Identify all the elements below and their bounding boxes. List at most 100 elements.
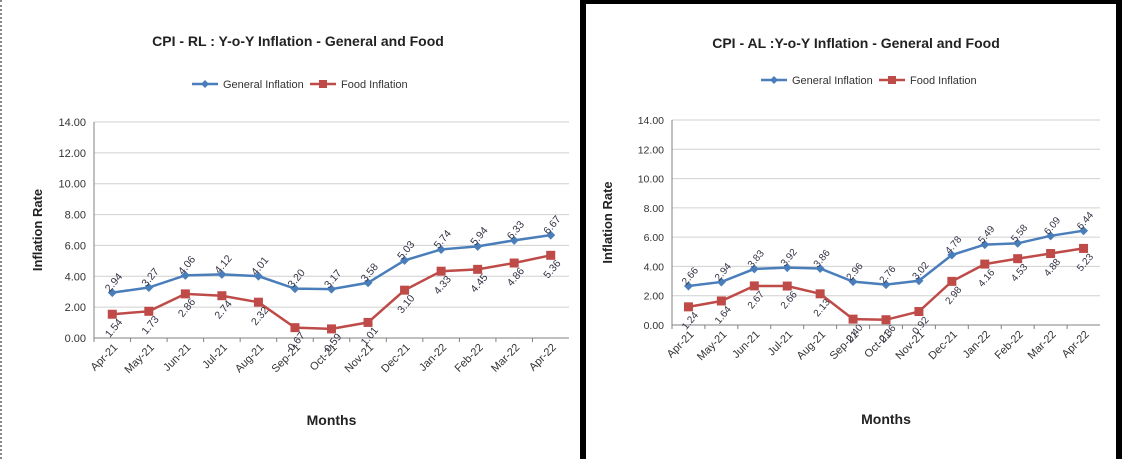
data-point-general [217, 269, 227, 279]
data-point-food [815, 289, 825, 299]
data-label-food: 1.01 [359, 325, 381, 348]
data-point-general [400, 255, 410, 265]
data-point-food [914, 307, 924, 317]
data-label-food: 2.67 [746, 289, 767, 311]
x-tick-label: Jun-21 [161, 342, 193, 374]
legend-marker-1 [319, 80, 327, 88]
chart-title: CPI - AL :Y-o-Y Inflation - General and … [712, 35, 1000, 51]
y-axis-title: Inflation Rate [30, 189, 45, 271]
data-point-food [716, 296, 726, 306]
x-tick-label: Apr-21 [665, 329, 697, 361]
data-point-food [327, 324, 336, 334]
data-point-food [546, 250, 556, 260]
data-label-food: 4.88 [1042, 257, 1063, 279]
data-point-food [436, 266, 446, 276]
legend-label-0: General Inflation [792, 75, 873, 87]
data-point-food [1079, 243, 1089, 253]
data-label-general: 3.27 [139, 266, 161, 289]
data-label-food: 1.54 [103, 317, 125, 340]
data-point-general [914, 276, 924, 286]
data-point-food [400, 285, 410, 295]
x-axis-title: Months [861, 411, 911, 427]
x-tick-label: May-21 [123, 342, 157, 376]
data-point-general [980, 240, 990, 250]
data-label-general: 3.92 [779, 247, 800, 269]
data-label-general: 6.44 [1075, 210, 1096, 232]
data-label-general: 3.83 [746, 248, 767, 270]
data-point-general [716, 277, 726, 287]
data-label-general: 6.67 [541, 213, 563, 236]
y-tick-label: 8.00 [644, 203, 665, 215]
data-point-food [217, 291, 227, 301]
y-tick-label: 10.00 [638, 174, 664, 186]
chart-title: CPI - RL : Y-o-Y Inflation - General and… [152, 33, 444, 49]
x-tick-label: Dec-21 [379, 342, 413, 376]
data-label-food: 5.23 [1075, 251, 1096, 273]
data-point-food [290, 323, 300, 333]
y-tick-label: 4.00 [644, 261, 665, 273]
data-label-food: 4.16 [976, 267, 997, 289]
data-point-food [881, 315, 891, 325]
x-tick-label: Apr-21 [89, 342, 121, 374]
y-tick-label: 4.00 [65, 271, 86, 283]
data-point-general [327, 284, 336, 294]
y-tick-label: 12.00 [58, 148, 86, 160]
data-point-general [1079, 226, 1089, 236]
legend-label-1: Food Inflation [341, 79, 408, 91]
data-label-general: 4.06 [176, 254, 198, 277]
y-tick-label: 8.00 [65, 210, 86, 222]
x-tick-label: Apr-22 [527, 342, 559, 374]
y-tick-label: 10.00 [58, 179, 86, 191]
data-point-food [782, 281, 792, 291]
data-point-food [363, 317, 373, 327]
data-point-general [363, 278, 373, 288]
chart-panel-al: CPI - AL :Y-o-Y Inflation - General and … [580, 0, 1122, 459]
data-point-food [683, 302, 693, 312]
data-point-food [107, 309, 117, 319]
legend-label-0: General Inflation [223, 79, 304, 91]
data-point-food [980, 259, 990, 269]
data-label-food: 2.86 [176, 296, 198, 319]
data-point-food [1013, 254, 1023, 264]
data-point-food [947, 276, 957, 286]
chart-panel-rl: CPI - RL : Y-o-Y Inflation - General and… [0, 0, 569, 459]
y-tick-label: 6.00 [644, 232, 665, 244]
y-tick-label: 14.00 [58, 117, 86, 129]
legend-label-1: Food Inflation [910, 75, 977, 87]
data-label-food: 1.73 [139, 314, 161, 337]
data-point-general [848, 277, 858, 287]
data-point-general [180, 270, 190, 280]
data-point-general [749, 264, 759, 274]
data-label-general: 5.49 [976, 224, 997, 246]
data-label-food: 4.53 [1009, 262, 1030, 284]
x-tick-label: Jun-21 [730, 329, 762, 361]
x-tick-label: Jan-22 [961, 329, 993, 361]
x-tick-label: Mar-22 [1026, 329, 1059, 362]
data-point-general [107, 288, 117, 298]
x-tick-label: Aug-21 [233, 342, 267, 376]
data-label-general: 3.58 [359, 261, 381, 284]
data-label-food: 4.45 [468, 272, 490, 295]
data-point-general [881, 280, 891, 290]
legend-marker-1 [888, 76, 896, 84]
chart-rl: CPI - RL : Y-o-Y Inflation - General and… [30, 33, 569, 428]
data-label-food: 5.36 [541, 258, 563, 281]
x-tick-label: Jan-22 [417, 342, 449, 374]
data-label-food: 1.64 [713, 304, 734, 326]
data-label-general: 4.01 [249, 254, 271, 277]
data-point-general [1013, 238, 1023, 248]
x-tick-label: Jul-21 [766, 329, 796, 359]
x-tick-label: Aug-21 [795, 329, 829, 363]
data-point-general [436, 244, 446, 254]
data-label-food: 0.36 [878, 323, 899, 345]
data-point-general [1046, 231, 1056, 241]
legend-marker-0 [770, 76, 778, 84]
data-point-general [290, 284, 300, 294]
data-point-food [848, 314, 858, 324]
data-point-general [815, 263, 825, 273]
data-point-general [947, 250, 957, 260]
data-label-general: 2.96 [845, 261, 866, 283]
data-point-general [546, 230, 556, 240]
y-tick-label: 6.00 [65, 240, 86, 252]
x-tick-label: Mar-22 [489, 342, 522, 375]
